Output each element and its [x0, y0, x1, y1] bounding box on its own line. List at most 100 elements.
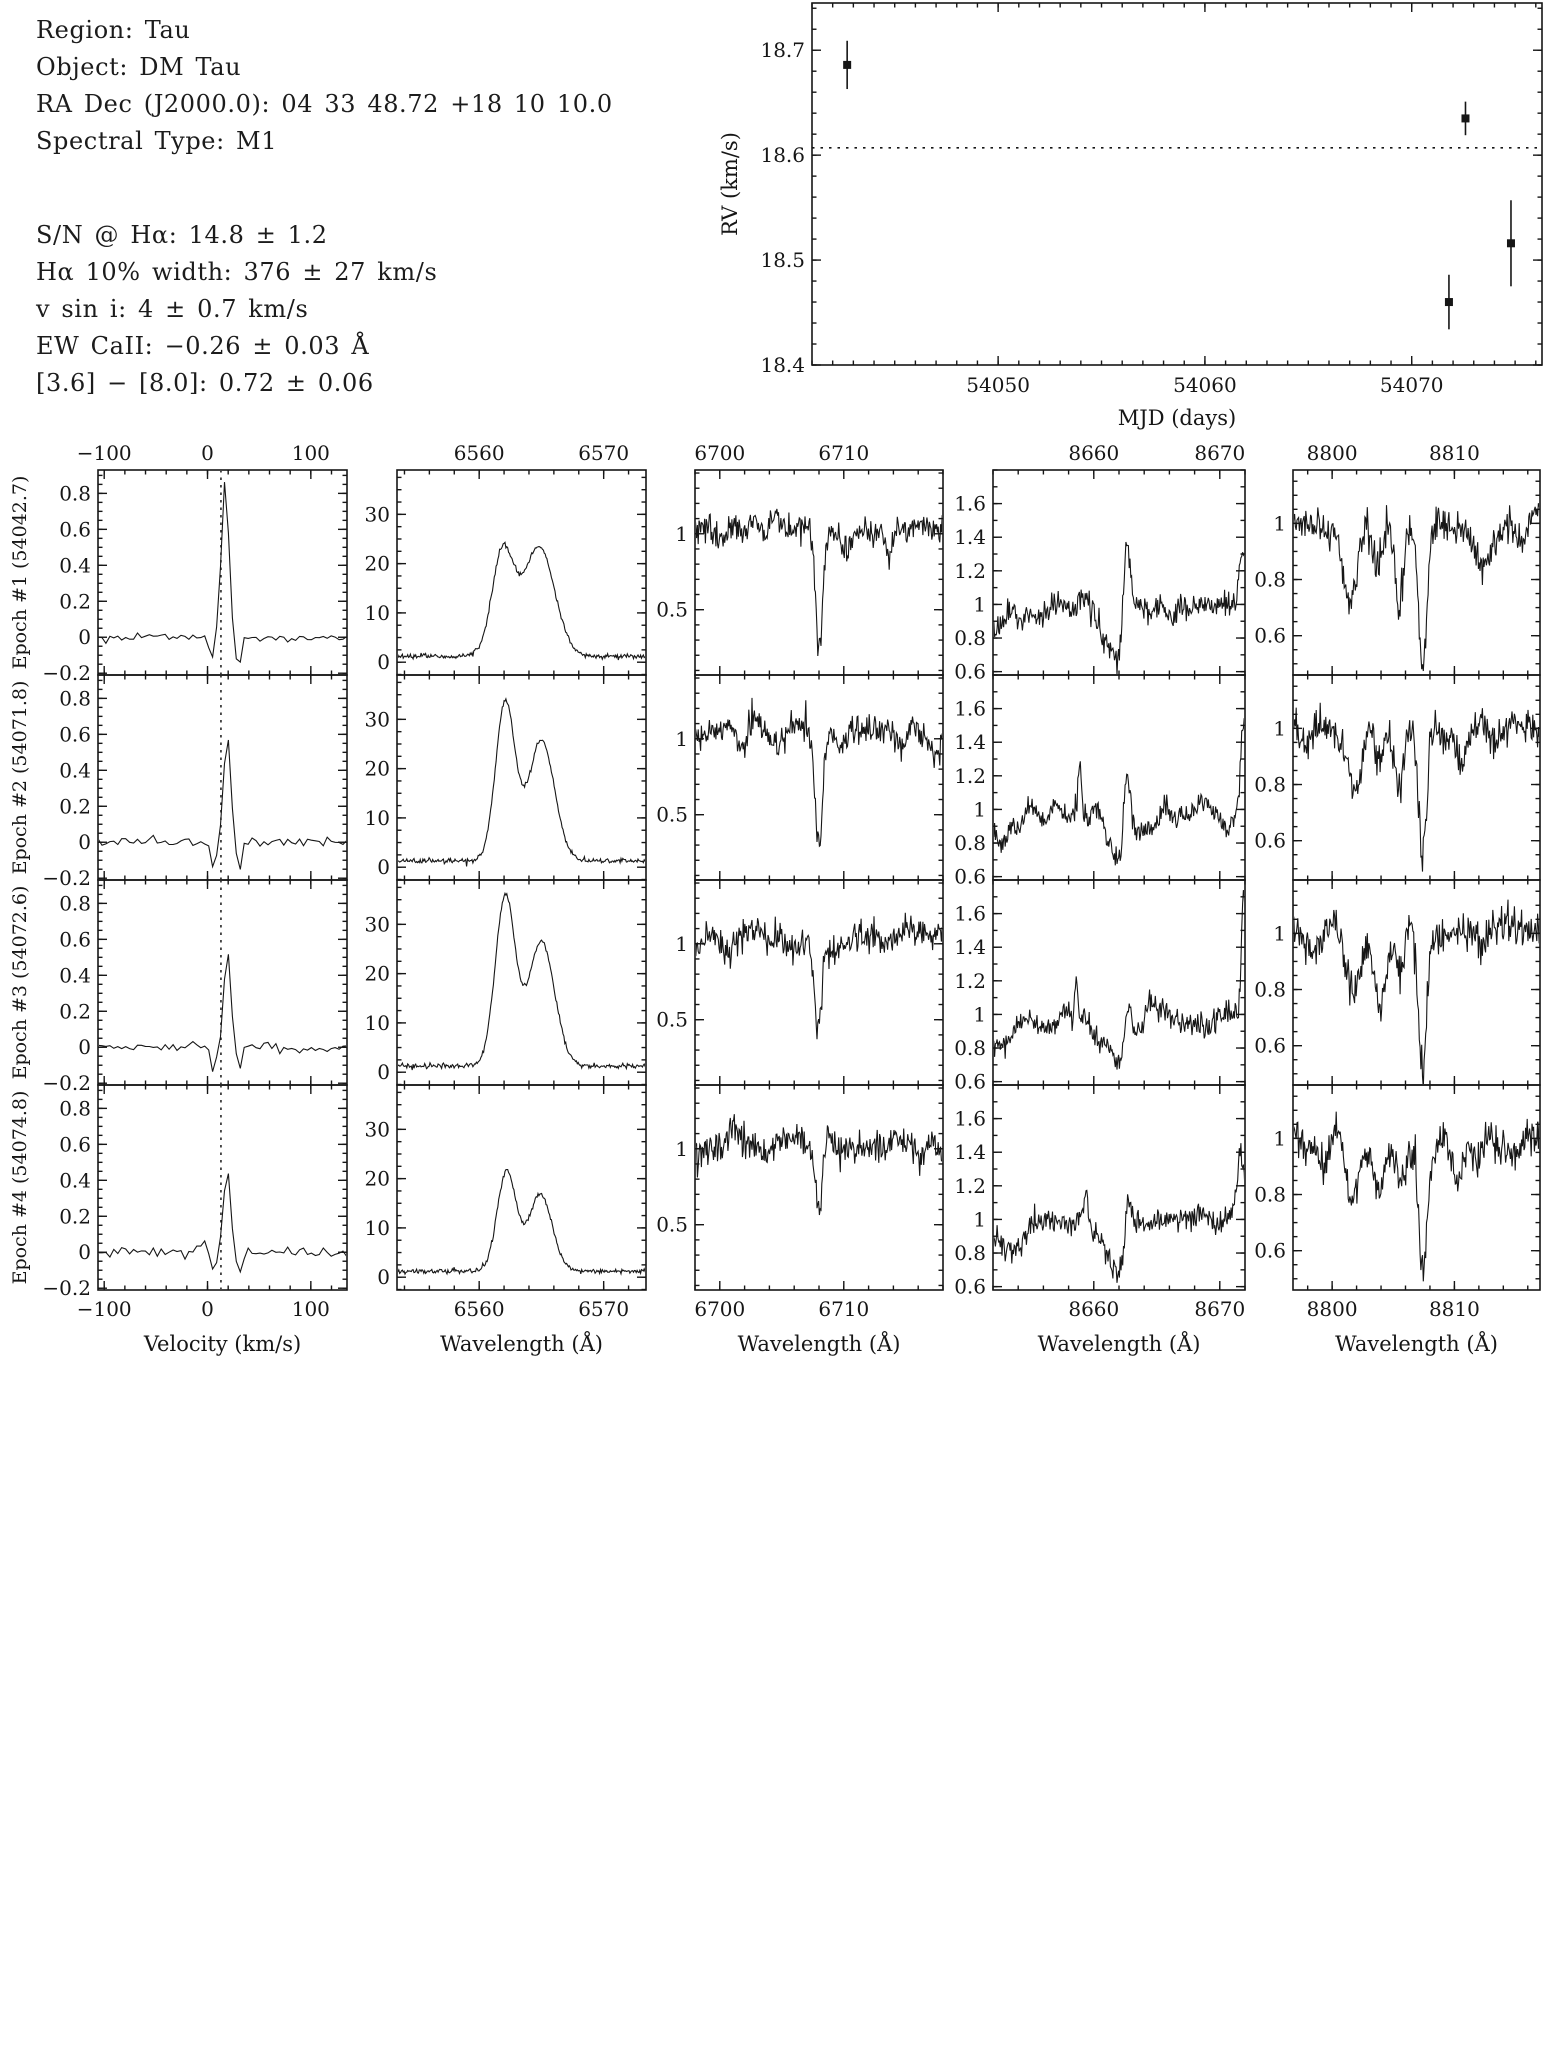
panel-ytick-label: −0.2	[42, 866, 91, 890]
panel-ytick-label: 1.6	[954, 492, 986, 516]
spectrum-curve	[1294, 702, 1539, 872]
spectrum-curve	[398, 697, 645, 867]
panel-xtick-label: 8800	[1307, 1297, 1358, 1321]
panel-xaxis-title: Velocity (km/s)	[143, 1332, 301, 1356]
rv-marker	[843, 60, 852, 69]
rv-data-point	[843, 40, 852, 90]
panel-xaxis-title: Wavelength (Å)	[1038, 1331, 1201, 1356]
panel-ytick-label: 0.8	[59, 481, 91, 505]
panel-labels: 0.6 0.8 1	[1254, 716, 1286, 852]
rv-data-point	[1506, 200, 1515, 287]
panel-ytick-label: 0.6	[1254, 624, 1286, 648]
panel-ytick-label: 0.6	[59, 1132, 91, 1156]
panel-ytick-label: 0	[78, 1035, 91, 1059]
panel-frame	[396, 674, 647, 881]
panel-labels: 0 10 20 30 6560 6570	[365, 441, 630, 674]
panel-xtick-label: −100	[77, 1297, 132, 1321]
rv-axis-labels: 18.4 18.5 18.6 18.7 54050 54060 54070 MJD (days…	[718, 38, 1444, 430]
panel-top-xtick-label: 6570	[578, 441, 629, 465]
spectrum-curve	[398, 891, 645, 1071]
panel-labels: −0.2 0 0.2 0.4 0.6 0.8 −100 0 100	[42, 441, 330, 685]
panel-frame	[694, 879, 944, 1086]
info-object: Object: DM Tau	[36, 53, 242, 81]
panel-ytick-label: 0.4	[59, 963, 91, 987]
epoch-panel-r4c3: 0.5 1 6700 6710 Wavelength (Å)	[656, 1084, 944, 1356]
panel-frame	[992, 674, 1246, 881]
panel-ytick-label: 0.8	[59, 1096, 91, 1120]
epoch-panel-r1c2: 0 10 20 30 6560 6570	[365, 441, 647, 676]
rv-yaxis-title: RV (km/s)	[718, 132, 742, 236]
panel-labels: 0.6 0.8 1 1.2 1.4 1.6 8660 8670 Wavelength (Å)	[954, 1107, 1245, 1356]
panel-ytick-label: 0	[377, 855, 390, 879]
panel-ytick-label: 0.5	[656, 803, 688, 827]
panel-frame	[97, 879, 348, 1086]
panel-frame	[97, 674, 348, 881]
panel-ytick-label: 0	[377, 650, 390, 674]
panel-ytick-label: 1	[973, 797, 986, 821]
panel-ytick-label: 0	[78, 625, 91, 649]
panel-ytick-label: 0.6	[954, 865, 986, 889]
panel-labels: −0.2 0 0.2 0.4 0.6 0.8 −100 0 100 Velocity (km/s)	[42, 1096, 330, 1356]
panel-ytick-label: 0.6	[954, 660, 986, 684]
panel-labels: 0.5 1 6700 6710 Wavelength (Å)	[656, 1137, 900, 1356]
rv-ytick-label: 18.5	[760, 248, 805, 272]
epoch-row-label: Epoch #1 (54042.7)	[9, 476, 31, 670]
panel-top-xtick-label: 100	[292, 441, 330, 465]
panel-ytick-label: 10	[365, 806, 390, 830]
panel-ytick-label: 1	[973, 592, 986, 616]
panel-ytick-label: 1	[1273, 1126, 1286, 1150]
panel-xtick-label: 8810	[1429, 1297, 1480, 1321]
panel-ytick-label: 1	[675, 932, 688, 956]
panel-ytick-label: 1.2	[954, 764, 986, 788]
panel-xtick-label: 8670	[1194, 1297, 1245, 1321]
info-spectral-type: Spectral Type: M1	[36, 127, 278, 155]
panel-labels: 0.51	[656, 932, 688, 1032]
epoch-panel-r4c2: 0 10 20 30 6560 6570 Wavelength (Å)	[365, 1084, 647, 1356]
panel-ytick-label: 1.2	[954, 969, 986, 993]
panel-ytick-label: 1.4	[954, 730, 986, 754]
panel-labels: 0.6 0.8 1	[1254, 921, 1286, 1057]
panel-ytick-label: 1	[675, 1137, 688, 1161]
rv-xaxis-title: MJD (days)	[1118, 406, 1236, 430]
panel-ytick-label: 0.6	[1254, 829, 1286, 853]
spectrum-curve	[696, 508, 942, 657]
epoch-panel-r4c5: 0.6 0.8 1 8800 8810 Wavelength (Å)	[1254, 1084, 1541, 1356]
panel-xtick-label: 100	[292, 1297, 330, 1321]
panel-ytick-label: 30	[365, 707, 390, 731]
panel-top-xtick-label: 6710	[818, 441, 869, 465]
spectrum-curve	[1294, 899, 1539, 1084]
panel-ytick-label: 1.2	[954, 559, 986, 583]
panel-ytick-label: 0.5	[656, 1213, 688, 1237]
panel-ytick-label: 30	[365, 1117, 390, 1141]
rv-data-point	[1444, 274, 1453, 330]
panel-top-xtick-label: 0	[201, 441, 214, 465]
panel-frame	[396, 469, 647, 676]
panel-labels: −0.2 0 0.2 0.4 0.6 0.8	[42, 891, 91, 1095]
panel-top-xtick-label: 6560	[454, 441, 505, 465]
epoch-panel-r2c1: −0.2 0 0.2 0.4 0.6 0.8	[42, 674, 348, 890]
panel-labels: 0.51	[656, 727, 688, 827]
panel-labels: −0.2 0 0.2 0.4 0.6 0.8	[42, 686, 91, 890]
spectrum-curve	[994, 1143, 1244, 1283]
panel-xaxis-title: Wavelength (Å)	[440, 1331, 603, 1356]
panel-frame	[1292, 674, 1541, 881]
panel-labels: 0.6 0.8 1 1.2 1.4 1.6	[954, 697, 986, 889]
rv-marker	[1461, 114, 1470, 123]
panel-labels: 0.6 0.8 1 1.2 1.4 1.6	[954, 902, 986, 1094]
epoch-panel-r1c3: 0.5 1 6700 6710	[656, 441, 944, 676]
info-irac-color: [3.6] − [8.0]: 0.72 ± 0.06	[36, 369, 374, 397]
panel-xaxis-title: Wavelength (Å)	[738, 1331, 901, 1356]
panel-ytick-label: 1	[973, 1207, 986, 1231]
panel-ytick-label: 0.8	[954, 1036, 986, 1060]
panel-ytick-label: 0.5	[656, 598, 688, 622]
spectrum-curve	[1294, 503, 1539, 672]
panel-ytick-label: 1.6	[954, 697, 986, 721]
panel-ytick-label: 20	[365, 962, 390, 986]
panel-frame	[1292, 1084, 1541, 1291]
panel-ytick-label: 0.2	[59, 794, 91, 818]
panel-xtick-label: 6700	[694, 1297, 745, 1321]
epoch-panel-r2c5: 0.6 0.8 1	[1254, 674, 1541, 881]
rv-ytick-label: 18.6	[760, 143, 805, 167]
epoch-panel-r2c4: 0.6 0.8 1 1.2 1.4 1.6	[954, 674, 1246, 889]
